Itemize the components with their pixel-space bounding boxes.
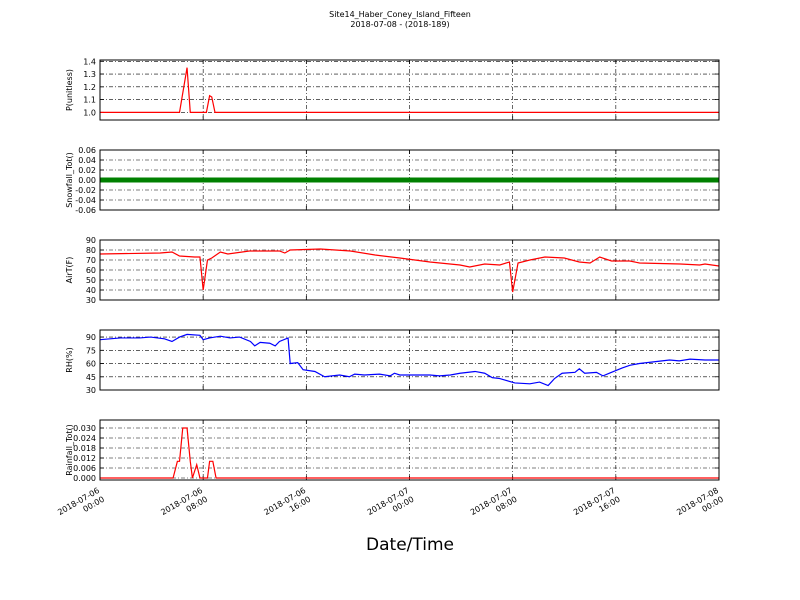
y-tick-label: 0.018 <box>73 444 96 453</box>
y-tick-label: 1.0 <box>83 108 96 117</box>
y-axis-label: Rainfall_Tot() <box>65 424 74 476</box>
y-tick-label: 90 <box>86 236 96 245</box>
axes-frame <box>99 329 720 391</box>
y-axis-label: P(unitless) <box>65 69 74 111</box>
y-tick-label: 90 <box>86 333 96 342</box>
data-line <box>100 67 719 113</box>
y-tick-label: 30 <box>86 386 96 395</box>
y-tick-label: 30 <box>86 296 96 305</box>
data-line <box>99 248 720 293</box>
y-tick-label: 0.012 <box>73 454 96 463</box>
y-tick-label: 80 <box>86 246 96 255</box>
y-tick-label: 60 <box>86 266 96 275</box>
x-axis-label: Date/Time <box>366 535 454 555</box>
figure-title: Site14_Haber_Coney_Island_Fifteen <box>329 10 471 19</box>
y-tick-label: 0.030 <box>73 424 96 433</box>
y-tick-label: 0.000 <box>73 474 96 483</box>
y-tick-label: 75 <box>86 346 96 355</box>
y-tick-label: 40 <box>86 286 96 295</box>
y-axis-label: Snowfall_Tot() <box>65 152 74 208</box>
y-tick-label: 1.3 <box>83 70 96 79</box>
data-line <box>100 427 719 479</box>
data-line <box>99 333 719 387</box>
y-tick-label: 0.04 <box>78 156 96 165</box>
axes-frame <box>99 239 720 301</box>
y-tick-label: 0.024 <box>73 434 96 443</box>
y-tick-label: 0.006 <box>73 464 96 473</box>
y-tick-label: 1.1 <box>83 96 96 105</box>
axes-frame <box>99 59 720 121</box>
y-tick-label: 45 <box>86 373 96 382</box>
y-tick-label: -0.04 <box>75 196 96 205</box>
y-axis-label: AirT(F) <box>65 257 74 284</box>
y-tick-label: 70 <box>86 256 96 265</box>
figure-subtitle: 2018-07-08 - (2018-189) <box>350 20 449 29</box>
axes-frame <box>99 149 720 211</box>
y-tick-label: 1.2 <box>83 83 96 92</box>
y-tick-label: 0.02 <box>78 166 96 175</box>
y-tick-label: 60 <box>86 360 96 369</box>
y-tick-label: 50 <box>86 276 96 285</box>
y-tick-label: -0.02 <box>75 186 96 195</box>
y-tick-label: -0.06 <box>75 206 96 215</box>
y-tick-label: 0.06 <box>78 146 96 155</box>
axes-frame <box>99 419 720 481</box>
y-tick-label: 1.4 <box>83 57 96 66</box>
y-tick-label: 0.00 <box>78 176 96 185</box>
y-axis-label: RH(%) <box>65 347 74 372</box>
